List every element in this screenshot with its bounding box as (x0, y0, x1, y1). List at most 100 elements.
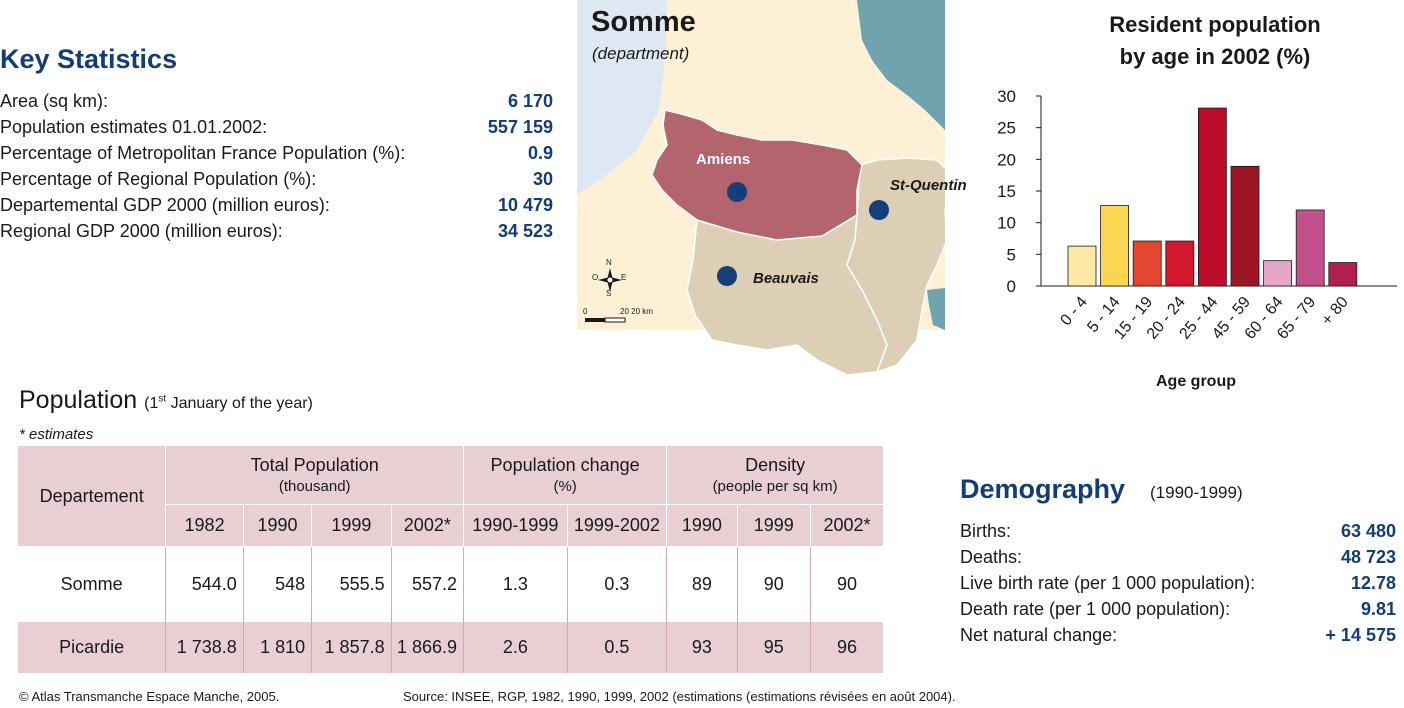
header-change-text: Population change (490, 454, 640, 475)
y-tick-label: 20 (997, 150, 1016, 169)
demo-label: Live birth rate (per 1 000 population): (960, 573, 1256, 593)
bar (1100, 205, 1129, 287)
population-subtitle-sup: st (158, 393, 167, 405)
source-text: Source: INSEE, RGP, 1982, 1990, 1999, 20… (403, 689, 956, 704)
bar (1328, 262, 1358, 287)
stat-label: Population estimates 01.01.2002: (0, 117, 268, 137)
stat-row-dept-gdp: Departemental GDP 2000 (million euros): … (0, 195, 553, 221)
city-dot-beauvais (717, 266, 737, 286)
row-name: Picardie (18, 622, 166, 673)
city-dot-amiens (727, 182, 747, 202)
y-tick-label: 15 (997, 182, 1016, 201)
row-name: Somme (18, 546, 166, 622)
map-title: Somme (591, 6, 696, 38)
scale-label: 20 20 km (620, 307, 653, 316)
table-cell: 0.5 (566, 622, 667, 673)
y-tick-label: 0 (1007, 277, 1016, 296)
demo-value: + 14 575 (1325, 625, 1396, 645)
demo-label: Net natural change: (960, 625, 1118, 645)
demo-row-death-rate: Death rate (per 1 000 population): 9.81 (960, 599, 1396, 625)
table-cell: 93 (666, 622, 738, 673)
subheader-cell: 1990 (242, 504, 312, 547)
demo-label: Death rate (per 1 000 population): (960, 599, 1231, 619)
stat-value: 6 170 (507, 91, 553, 111)
table-cell: 1 738.8 (165, 622, 244, 673)
table-cell: 96 (809, 622, 883, 673)
table-row-picardie: Picardie 1 738.8 1 810 1 857.8 1 866.9 2… (18, 622, 883, 673)
subheader-cell: 1999 (311, 504, 392, 547)
bar (1132, 240, 1162, 287)
compass-east-label: E (621, 273, 627, 282)
compass-rose-icon (598, 268, 622, 292)
x-tick-label: + 80 (1319, 294, 1352, 329)
demo-label: Births: (960, 521, 1012, 541)
table-cell: 555.5 (311, 546, 392, 622)
table-cell: 1 810 (242, 622, 312, 673)
stat-row-area: Area (sq km): 6 170 (0, 91, 553, 117)
demo-value: 48 723 (1340, 547, 1396, 567)
map-somme (651, 109, 863, 241)
demography-title: Demography (960, 474, 1126, 504)
stat-value: 30 (532, 169, 553, 189)
map-subtitle: (department) (592, 44, 690, 63)
demo-row-deaths: Deaths: 48 723 (960, 547, 1396, 573)
population-subtitle-post: January of the year) (166, 395, 313, 412)
population-table: Departement Total Population (thousand) … (18, 446, 883, 673)
table-cell: 0.3 (566, 546, 667, 622)
stat-row-pct-region: Percentage of Regional Population (%): 3… (0, 169, 553, 195)
y-tick-label: 10 (997, 214, 1016, 233)
table-cell: 1 866.9 (390, 622, 464, 673)
chart-x-axis-label: Age group (1156, 373, 1236, 390)
map-sea-inlet (927, 288, 945, 330)
table-cell: 95 (736, 622, 811, 673)
demo-label: Deaths: (960, 547, 1023, 567)
stat-row-pct-france: Percentage of Metropolitan France Popula… (0, 143, 553, 169)
header-total-unit: (thousand) (278, 477, 351, 495)
demo-value: 12.78 (1350, 573, 1396, 593)
bar (1197, 107, 1227, 287)
header-density-text: Density (745, 454, 806, 475)
subheader-cell: 1982 (165, 504, 244, 547)
subheader-cell: 2002* (390, 504, 464, 547)
header-total-text: Total Population (250, 454, 379, 475)
chart-title-line-1: Resident population (1109, 12, 1321, 37)
population-title-text: Population (19, 386, 138, 414)
stat-label: Area (sq km): (0, 91, 109, 111)
bar (1263, 260, 1293, 287)
header-population-change: Population change (%) (463, 446, 667, 505)
population-title: Population (1st January of the year) (19, 386, 313, 415)
population-subtitle: (1st January of the year) (144, 393, 313, 412)
map-channel (577, 0, 667, 195)
header-departement: Departement (18, 446, 166, 546)
demography-years: (1990-1999) (1150, 483, 1243, 502)
table-cell: 548 (242, 546, 312, 622)
department-map (577, 0, 945, 376)
city-dot-st-quentin (869, 200, 889, 220)
subheader-cell: 2002* (809, 504, 883, 547)
table-cell: 89 (666, 546, 738, 622)
header-departement-text: Departement (39, 485, 144, 506)
y-tick-label: 30 (997, 87, 1016, 106)
header-density-unit: (people per sq km) (712, 477, 838, 495)
bar (1230, 165, 1260, 287)
map-sea (857, 0, 945, 130)
demo-row-net-change: Net natural change: + 14 575 (960, 625, 1396, 651)
bar (1295, 209, 1325, 287)
subheader-cell: 1999 (736, 504, 811, 547)
city-label-amiens: Amiens (696, 151, 751, 168)
table-cell: 544.0 (165, 546, 244, 622)
table-cell: 90 (736, 546, 811, 622)
scale-zero-label: 0 (583, 307, 588, 316)
stat-value: 557 159 (487, 117, 553, 137)
demo-value: 9.81 (1360, 599, 1396, 619)
compass-west-label: O (592, 273, 599, 282)
city-label-st-quentin: St-Quentin (890, 177, 967, 194)
table-cell: 2.6 (463, 622, 568, 673)
stat-value: 0.9 (527, 143, 553, 163)
demo-row-births: Births: 63 480 (960, 521, 1396, 547)
y-tick-label: 25 (997, 119, 1016, 138)
table-row-somme: Somme 544.0 548 555.5 557.2 1.3 0.3 89 9… (18, 546, 883, 622)
bar (1165, 240, 1195, 287)
stat-label: Percentage of Metropolitan France Popula… (0, 143, 406, 163)
